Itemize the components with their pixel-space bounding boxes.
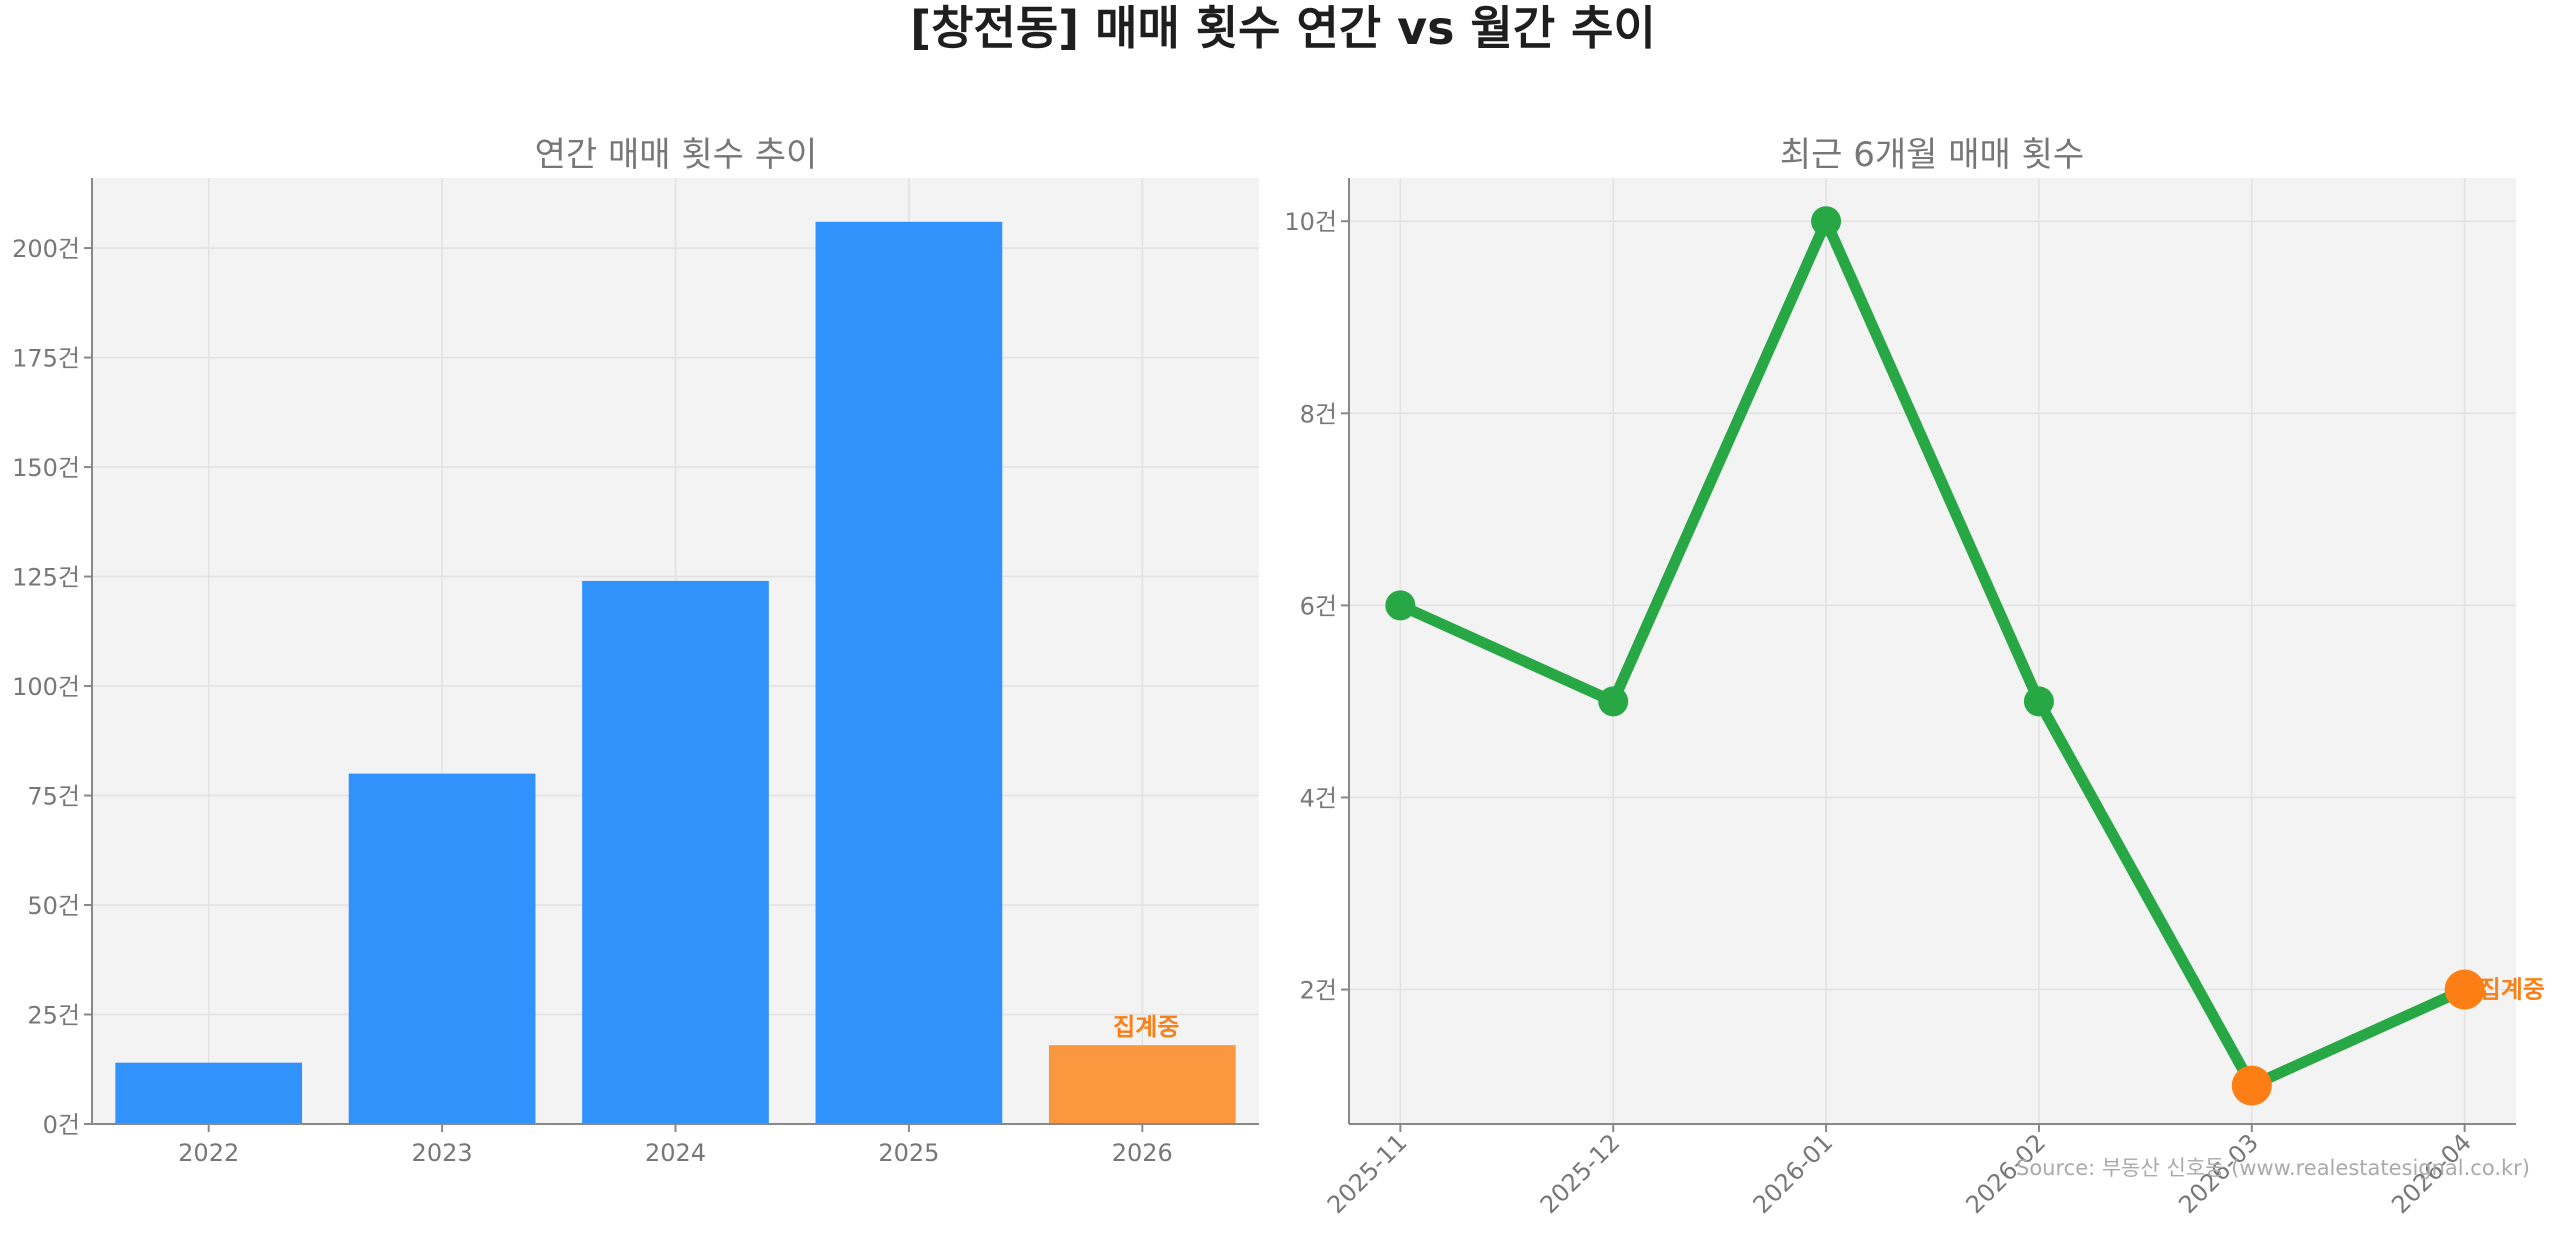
- annual-y-tick-label: 175건: [12, 345, 80, 373]
- monthly-y-tick-label: 4건: [1300, 784, 1337, 812]
- source-note: Source: 부동산 신호등 (www.realestatesignal.co…: [2016, 1156, 2530, 1180]
- figure-title: [창전동] 매매 횟수 연간 vs 월간 추이: [910, 1, 1656, 55]
- annual-y-tick-label: 125건: [12, 564, 80, 592]
- monthly-point-2026-03: [2231, 1065, 2272, 1106]
- annual-x-tick-label: 2024: [645, 1139, 706, 1167]
- monthly-x-tick-label: 2026-01: [1748, 1128, 1839, 1219]
- monthly-y-tick-label: 6건: [1300, 592, 1337, 620]
- annual-x-tick-label: 2025: [878, 1139, 939, 1167]
- annual-bar-panel: 0건 25건 50건 75건 100건 125건 150건 175건 200건 2022 2023 2…: [12, 135, 1259, 1167]
- annual-y-tick-label: 0건: [43, 1111, 80, 1139]
- annual-y-tick-label: 200건: [12, 235, 80, 263]
- annual-y-tick-label: 50건: [27, 892, 80, 920]
- annual-y-tick-label: 75건: [27, 783, 80, 811]
- annual-y-tick-label: 100건: [12, 673, 80, 701]
- monthly-x-tick-label: 2025-11: [1322, 1128, 1413, 1219]
- monthly-y-tick-label: 8건: [1300, 400, 1337, 428]
- annual-bar-2022: [115, 1062, 303, 1124]
- monthly-series-line: [1394, 215, 2471, 1092]
- monthly-y-tick-label: 10건: [1284, 208, 1337, 236]
- annual-bar-2026: [1048, 1045, 1236, 1124]
- monthly-point-2026-04: [2444, 969, 2485, 1010]
- monthly-plot-area: [1349, 178, 2516, 1124]
- monthly-chart-title: 최근 6개월 매매 횟수: [1780, 135, 2084, 175]
- monthly-point-2026-01: [1811, 206, 1842, 237]
- monthly-y-tick-label: 2건: [1300, 977, 1337, 1005]
- annual-x-tick-label: 2022: [178, 1139, 239, 1167]
- monthly-point-2025-11: [1385, 590, 1416, 621]
- annual-bar-2025: [815, 221, 1003, 1125]
- annual-y-tick-label: 150건: [12, 454, 80, 482]
- monthly-annotation-label: 집계중: [2479, 976, 2545, 1004]
- annual-bar-2024: [582, 580, 769, 1124]
- annual-y-tick-label: 25건: [27, 1002, 80, 1030]
- monthly-point-2025-12: [1598, 686, 1629, 717]
- annual-bar-2023: [348, 773, 536, 1124]
- annual-chart-title: 연간 매매 횟수 추이: [535, 135, 818, 175]
- monthly-x-tick-label: 2025-12: [1535, 1128, 1626, 1219]
- annual-x-tick-label: 2023: [412, 1139, 473, 1167]
- annual-annotation-label: 집계중: [1113, 1013, 1179, 1041]
- annual-x-tick-label: 2026: [1112, 1139, 1173, 1167]
- monthly-point-2026-02: [2023, 686, 2054, 717]
